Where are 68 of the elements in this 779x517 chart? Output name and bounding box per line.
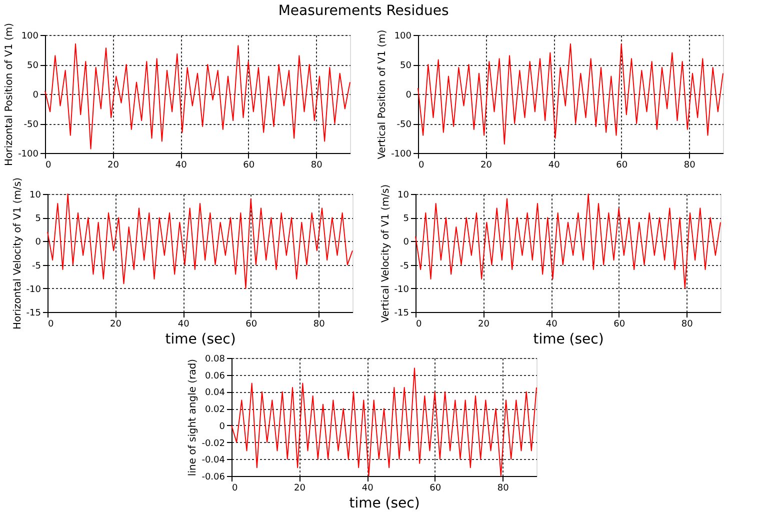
- y-axis-title: line of sight angle (rad): [188, 358, 199, 476]
- x-tick-label: 80: [681, 320, 694, 330]
- y-tick-label: 0.08: [204, 354, 226, 364]
- y-tick-label: -15: [394, 308, 409, 318]
- x-axis-title: time (sec): [165, 332, 236, 348]
- chart-title: Measurements Residues: [278, 2, 449, 19]
- x-tick-label: 20: [294, 484, 306, 494]
- x-tick-label: 40: [548, 160, 560, 170]
- x-tick-label: 60: [246, 320, 258, 330]
- line-series: [418, 43, 724, 145]
- y-tick-label: 0: [403, 238, 410, 248]
- y-tick-label: -50: [24, 120, 39, 130]
- x-tick-label: 60: [614, 320, 626, 330]
- y-tick-label: -0.04: [202, 456, 226, 466]
- y-tick-label: -50: [396, 120, 412, 130]
- y-tick-label: 0: [219, 422, 226, 432]
- y-tick-label: 50: [400, 61, 412, 71]
- x-tick-label: 20: [478, 320, 490, 330]
- x-tick-label: 40: [546, 320, 558, 330]
- x-tick-label: 0: [418, 160, 424, 170]
- x-tick-label: 80: [313, 320, 326, 330]
- y-tick-label: 0.06: [204, 371, 226, 382]
- y-tick-label: 10: [398, 190, 410, 200]
- line-series: [44, 43, 350, 150]
- y-tick-label: 5: [35, 214, 41, 224]
- y-tick-label: -10: [26, 284, 42, 295]
- y-tick-label: 100: [21, 32, 39, 42]
- y-tick-label: -10: [394, 284, 410, 295]
- y-axis-title: Horizontal Velocity of V1 (m/s): [12, 177, 24, 330]
- x-tick-label: 0: [416, 320, 422, 330]
- x-tick-label: 60: [616, 160, 628, 170]
- x-tick-label: 80: [684, 160, 696, 170]
- y-tick-label: 50: [27, 61, 39, 71]
- y-tick-label: -0.02: [202, 438, 225, 449]
- y-tick-label: -15: [26, 308, 41, 318]
- line-series: [415, 194, 721, 289]
- x-tick-label: 80: [497, 484, 510, 494]
- y-tick-label: -100: [18, 150, 39, 160]
- x-tick-label: 0: [232, 484, 238, 494]
- x-tick-label: 0: [48, 320, 54, 330]
- x-tick-label: 20: [480, 160, 492, 170]
- y-tick-label: -100: [391, 150, 412, 160]
- y-tick-label: 0: [406, 90, 412, 100]
- x-axis-title: time (sec): [533, 332, 604, 348]
- y-tick-label: 0.02: [204, 405, 225, 416]
- x-tick-label: 40: [362, 484, 374, 494]
- x-tick-label: 40: [178, 320, 190, 330]
- y-tick-label: 0.04: [204, 388, 226, 398]
- x-tick-label: 20: [110, 320, 122, 330]
- y-axis-title: Vertical Position of V1 (m): [377, 30, 388, 160]
- y-tick-label: 100: [394, 32, 412, 42]
- y-tick-label: -5: [400, 261, 409, 272]
- y-tick-label: 0: [32, 90, 39, 100]
- x-tick-label: 0: [46, 160, 52, 170]
- x-tick-label: 40: [175, 160, 188, 170]
- x-tick-label: 20: [108, 160, 120, 170]
- y-tick-label: -5: [32, 261, 41, 272]
- y-tick-label: 10: [30, 190, 42, 200]
- x-tick-label: 80: [310, 160, 323, 170]
- y-axis-title: Vertical Velocity of V1 (m/s): [380, 184, 392, 323]
- y-tick-label: -0.06: [202, 472, 226, 482]
- line-series: [47, 194, 353, 289]
- x-axis-title: time (sec): [349, 496, 420, 512]
- y-axis-title: Horizontal Position of V1 (m): [4, 22, 16, 166]
- y-tick-label: 5: [403, 214, 409, 224]
- y-tick-label: 0: [35, 238, 42, 248]
- x-tick-label: 60: [243, 160, 255, 170]
- x-tick-label: 60: [430, 484, 442, 494]
